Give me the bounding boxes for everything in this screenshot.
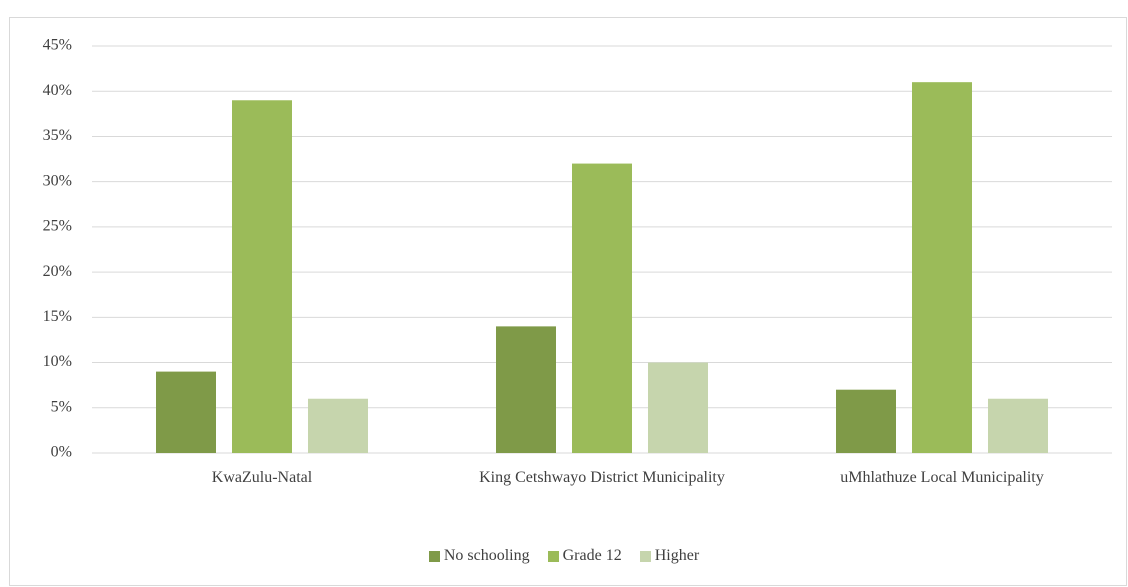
- bar: [496, 326, 556, 453]
- legend-swatch: [428, 550, 440, 562]
- legend-item: Grade 12: [547, 547, 622, 565]
- legend-swatch: [639, 550, 651, 562]
- y-tick-label: 25%: [43, 218, 72, 235]
- chart-frame: [9, 17, 1127, 586]
- bar: [308, 398, 368, 453]
- bar: [836, 389, 896, 453]
- bar: [156, 371, 216, 453]
- y-tick-label: 5%: [51, 398, 72, 415]
- y-tick-label: 10%: [43, 353, 72, 370]
- y-tick-label: 15%: [43, 308, 72, 325]
- legend-label: No schooling: [443, 547, 530, 564]
- y-tick-label: 40%: [43, 82, 72, 99]
- y-tick-label: 0%: [51, 444, 72, 461]
- y-tick-label: 30%: [43, 172, 72, 189]
- x-tick-label: uMhlathuze Local Municipality: [840, 469, 1044, 486]
- legend-swatch: [547, 550, 559, 562]
- bar: [232, 100, 292, 454]
- y-tick-label: 45%: [43, 37, 72, 54]
- legend-label: Higher: [654, 547, 700, 564]
- legend-item: No schooling: [428, 547, 530, 565]
- y-tick-label: 20%: [43, 263, 72, 280]
- legend: No schooling Grade 12 Higher: [0, 547, 1128, 565]
- bar: [648, 362, 708, 453]
- bar: [572, 163, 632, 454]
- y-tick-label: 35%: [43, 127, 72, 144]
- legend-item: Higher: [639, 547, 700, 565]
- x-tick-label: KwaZulu-Natal: [211, 469, 313, 486]
- legend-label: Grade 12: [562, 547, 622, 564]
- bar: [912, 82, 972, 453]
- x-tick-label: King Cetshwayo District Municipality: [479, 469, 725, 486]
- bar: [988, 398, 1048, 453]
